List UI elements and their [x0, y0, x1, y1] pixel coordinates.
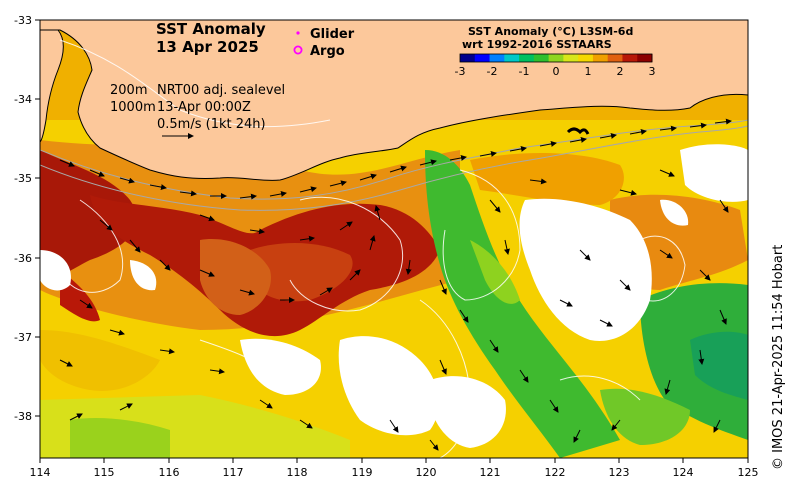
- y-axis-labels: -33 -34 -35 -36 -37 -38: [14, 14, 32, 423]
- x-tick-label: 118: [287, 466, 308, 479]
- velocity-scale-label: 0.5m/s (1kt 24h): [157, 117, 266, 132]
- x-tick-label: 119: [352, 466, 373, 479]
- current-vectors: [59, 118, 732, 451]
- sealevel-source-label: NRT00 adj. sealevel: [157, 83, 286, 98]
- argo-legend-label: Argo: [310, 44, 345, 59]
- x-tick-label: 123: [609, 466, 630, 479]
- colorbar-tick-label: 1: [585, 65, 592, 78]
- colorbar-swatch: [607, 54, 623, 62]
- glider-legend-label: Glider: [310, 27, 355, 42]
- map-title: SST Anomaly: [156, 20, 266, 38]
- colorbar-swatch: [578, 54, 594, 62]
- x-tick-label: 120: [416, 466, 437, 479]
- x-tick-label: 114: [30, 466, 51, 479]
- depth-1000m-label: 1000m: [110, 100, 156, 115]
- x-tick-label: 124: [673, 466, 694, 479]
- no-data-areas: [40, 144, 748, 448]
- sea-level-contours: [59, 39, 686, 458]
- copyright-credit: © IMOS 21-Apr-2025 11:54 Hobart: [771, 244, 786, 470]
- y-tick-label: -37: [14, 331, 32, 344]
- colorbar-tick-label: 0: [553, 65, 560, 78]
- y-tick-label: -34: [14, 93, 32, 106]
- x-axis-labels: 114 115 116 117 118 119 120 121 122 123 …: [30, 466, 759, 479]
- colorbar-swatch: [533, 54, 550, 62]
- colorbar-swatch: [548, 54, 564, 62]
- colorbar-tick-label: 3: [649, 65, 656, 78]
- colorbar-swatch: [519, 54, 535, 62]
- x-axis-ticks: [39, 458, 749, 463]
- colorbar-title: SST Anomaly (°C) L3SM-6d: [468, 25, 633, 38]
- colorbar-tick-label: 2: [617, 65, 624, 78]
- x-tick-label: 122: [545, 466, 566, 479]
- colorbar-frame: [459, 53, 653, 63]
- colorbar-tick-label: -1: [519, 65, 530, 78]
- glider-track: [566, 127, 590, 135]
- x-tick-label: 116: [159, 466, 180, 479]
- map-date: 13 Apr 2025: [156, 38, 259, 56]
- colorbar-tick-label: -3: [455, 65, 466, 78]
- colorbar-ticks: -3 -2 -1 0 1 2 3: [455, 65, 656, 78]
- colorbar-subtitle: wrt 1992-2016 SSTAARS: [462, 38, 612, 51]
- y-tick-label: -36: [14, 252, 32, 265]
- depth-200m-label: 200m: [110, 83, 148, 98]
- x-tick-label: 121: [480, 466, 501, 479]
- colorbar-tick-label: -2: [487, 65, 498, 78]
- land-mass-west: [40, 29, 64, 143]
- y-axis-ticks: [35, 19, 40, 417]
- colorbar-swatch: [489, 54, 505, 62]
- y-tick-label: -35: [14, 172, 32, 185]
- colorbar-swatch: [563, 54, 579, 62]
- y-tick-label: -33: [14, 14, 32, 27]
- colorbar: [460, 54, 653, 62]
- colorbar-swatch: [504, 54, 520, 62]
- colorbar-swatch: [460, 54, 476, 62]
- x-tick-label: 115: [94, 466, 115, 479]
- x-tick-label: 117: [223, 466, 244, 479]
- colorbar-swatch: [637, 54, 653, 62]
- colorbar-swatch: [474, 54, 491, 62]
- x-tick-label: 125: [738, 466, 759, 479]
- plot-frame: [39, 19, 749, 459]
- argo-marker-icon: [293, 45, 303, 55]
- colorbar-swatch: [592, 54, 609, 62]
- analysis-time-label: 13-Apr 00:00Z: [157, 100, 251, 115]
- glider-marker-icon: [296, 31, 300, 35]
- colorbar-swatch: [622, 54, 638, 62]
- y-tick-label: -38: [14, 410, 32, 423]
- depth-contours: [40, 119, 748, 211]
